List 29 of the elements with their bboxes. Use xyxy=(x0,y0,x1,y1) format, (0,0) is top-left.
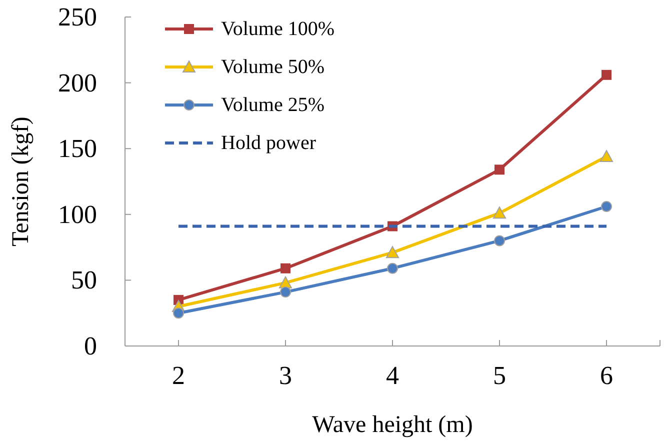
point xyxy=(280,263,290,274)
legend-label: Hold power xyxy=(221,132,316,154)
legend-label: Volume 100% xyxy=(221,18,335,40)
y-tick-label: 0 xyxy=(84,332,97,360)
x-tick-label: 4 xyxy=(386,361,399,390)
point xyxy=(600,150,613,162)
point xyxy=(173,308,184,319)
x-tick-label: 2 xyxy=(172,361,185,390)
legend-label: Volume 50% xyxy=(221,56,325,78)
point xyxy=(280,286,291,298)
point xyxy=(601,201,612,212)
point xyxy=(493,206,506,219)
point xyxy=(386,246,399,258)
y-tick-label: 100 xyxy=(58,200,97,229)
y-axis-title: Tension (kgf) xyxy=(8,116,34,246)
y-tick-label: 150 xyxy=(58,134,97,164)
y-tick-label: 250 xyxy=(58,2,97,32)
point xyxy=(279,276,292,288)
point xyxy=(387,262,398,274)
y-tick-label: 50 xyxy=(71,266,97,295)
x-tick-label: 6 xyxy=(600,361,613,390)
y-tick-label: 200 xyxy=(58,68,97,98)
point xyxy=(494,164,504,175)
x-tick-label: 3 xyxy=(279,361,292,390)
x-tick-label: 5 xyxy=(493,361,506,390)
point xyxy=(602,70,612,80)
x-axis-title: Wave height (m) xyxy=(312,412,473,438)
point xyxy=(494,235,505,246)
legend-label: Volume 25% xyxy=(221,94,325,116)
